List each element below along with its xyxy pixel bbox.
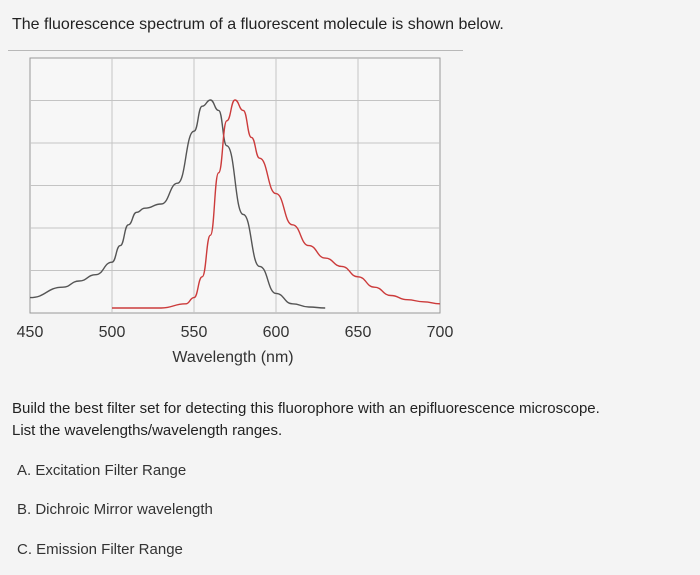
option-c: C. Emission Filter Range xyxy=(17,541,183,558)
series-line-gray xyxy=(29,99,326,309)
x-tick-labels: 450 500 550 600 650 700 xyxy=(17,324,454,341)
x-tick-label: 700 xyxy=(427,324,454,341)
divider xyxy=(8,50,463,51)
option-a: A. Excitation Filter Range xyxy=(17,462,187,479)
question-text: The fluorescence spectrum of a fluoresce… xyxy=(12,16,504,33)
fluorescence-spectrum-chart: 450 500 550 600 650 700 Wavelength (nm) xyxy=(17,57,454,366)
x-tick-label: 500 xyxy=(99,324,126,341)
series-layer xyxy=(29,99,441,309)
x-tick-label: 650 xyxy=(345,324,372,341)
x-axis-label: Wavelength (nm) xyxy=(172,349,293,366)
prompt-line-2: List the wavelengths/wavelength ranges. xyxy=(12,422,283,439)
series-line-red xyxy=(111,99,441,309)
option-b: B. Dichroic Mirror wavelength xyxy=(17,501,213,518)
x-tick-label: 550 xyxy=(181,324,208,341)
x-tick-label: 450 xyxy=(17,324,44,341)
prompt-line-1: Build the best filter set for detecting … xyxy=(12,400,600,417)
prompt: Build the best filter set for detecting … xyxy=(12,398,697,442)
x-tick-label: 600 xyxy=(263,324,290,341)
